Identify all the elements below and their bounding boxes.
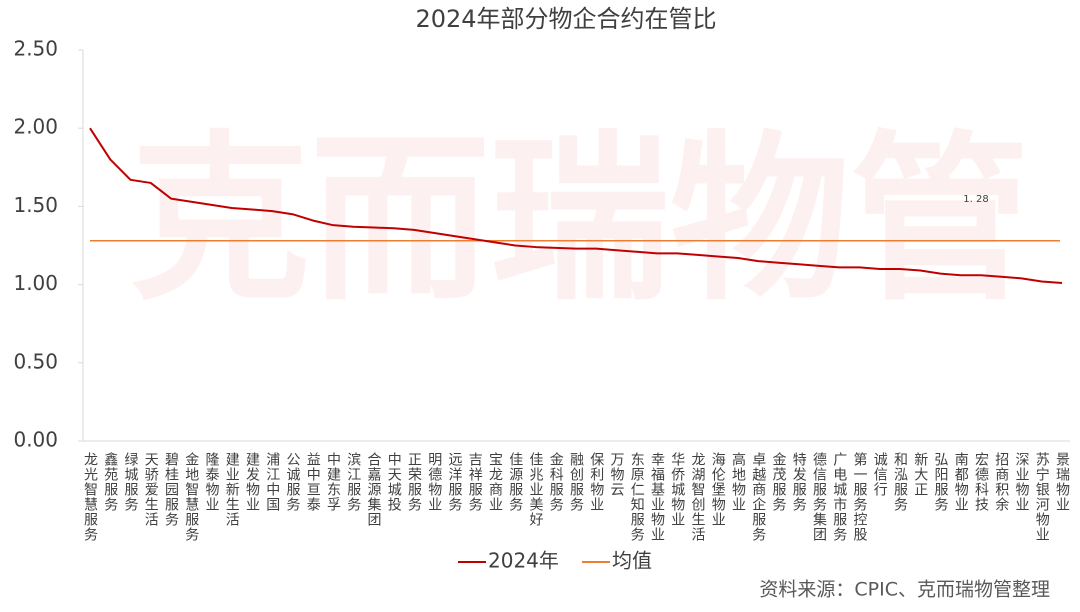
x-tick-label: 高地物业 [730,451,746,512]
mean-label: 1. 28 [963,194,988,205]
x-tick-label: 中建东孚 [325,452,341,512]
x-tick-label: 建发物业 [244,452,260,512]
y-tick-label: 0.50 [13,349,58,373]
data-line [89,127,1063,285]
x-tick-label: 华侨城物业 [669,452,685,527]
x-tick-label: 建业新生活 [224,452,240,527]
x-tick-label: 广电城市服务 [831,452,847,542]
x-tick-label: 佳兆业美好 [528,452,544,527]
x-tick-label: 招商积余 [993,452,1009,512]
x-tick-label: 金地智慧服务 [183,452,199,542]
y-tick-label: 1.00 [13,271,58,295]
y-tick-label: 1.50 [13,193,58,217]
x-tick-label: 远洋服务 [447,452,463,512]
x-tick-label: 金科服务 [548,452,564,512]
x-tick-label: 诚信行 [872,452,888,497]
x-tick-label: 融创服务 [568,452,584,512]
x-tick-label: 龙光智慧服务 [82,452,98,542]
x-tick-label: 浦江中国 [264,452,280,512]
y-tick-label: 2.00 [13,115,58,139]
x-tick-label: 正荣服务 [406,452,422,512]
x-tick-label: 苏宁银河物业 [1034,452,1050,542]
x-tick-label: 弘阳服务 [933,452,949,512]
x-tick-label: 特发服务 [791,452,807,512]
x-tick-label: 合嘉源集团 [366,452,382,527]
x-tick-label: 益中亘泰 [305,452,321,512]
y-tick-label: 2.50 [13,37,58,61]
x-tick-label: 鑫苑服务 [102,451,118,512]
x-tick-label: 新大正 [912,452,928,497]
x-tick-label: 中天城投 [386,452,402,512]
x-tick-label: 金茂服务 [771,452,787,512]
x-tick-label: 东原仁知服务 [629,452,645,542]
x-tick-label: 天骄爱生活 [143,452,159,527]
x-tick-label: 德信服务集团 [811,452,827,542]
x-tick-label: 吉祥服务 [467,452,483,512]
x-tick-label: 隆泰物业 [204,452,220,512]
source-note: 资料来源：CPIC、克而瑞物管整理 [759,579,1050,601]
x-tick-label: 龙湖智创生活 [690,452,706,542]
x-tick-label: 公诚服务 [285,452,301,512]
x-tick-label: 景瑞物业 [1054,452,1070,512]
x-tick-label: 万物云 [609,452,625,497]
x-tick-label: 绿城服务 [123,452,139,512]
legend-label: 2024年 [488,549,559,573]
x-tick-label: 深业物业 [1014,452,1030,512]
x-tick-label: 海伦堡物业 [710,452,726,527]
x-tick-label: 卓越商企服务 [750,452,766,542]
x-tick-label: 佳源服务 [507,452,523,512]
x-tick-label: 碧桂园服务 [163,452,179,527]
x-tick-label: 宝龙商业 [487,452,503,512]
x-tick-label: 第一服务控股 [852,451,868,542]
watermark: 克而瑞物管 [130,116,1030,325]
y-tick-label: 0.00 [13,428,58,452]
x-tick-label: 明德物业 [426,452,442,512]
x-tick-label: 幸福基业物业 [649,452,665,542]
x-tick-label: 和泓服务 [892,452,908,512]
x-tick-label: 滨江服务 [345,452,361,512]
x-tick-label: 宏德科技 [973,452,989,512]
chart-title: 2024年部分物企合约在管比 [415,5,716,33]
x-tick-label: 南都物业 [953,452,969,512]
legend-label: 均值 [612,549,652,573]
x-tick-label: 保利物业 [588,452,604,512]
